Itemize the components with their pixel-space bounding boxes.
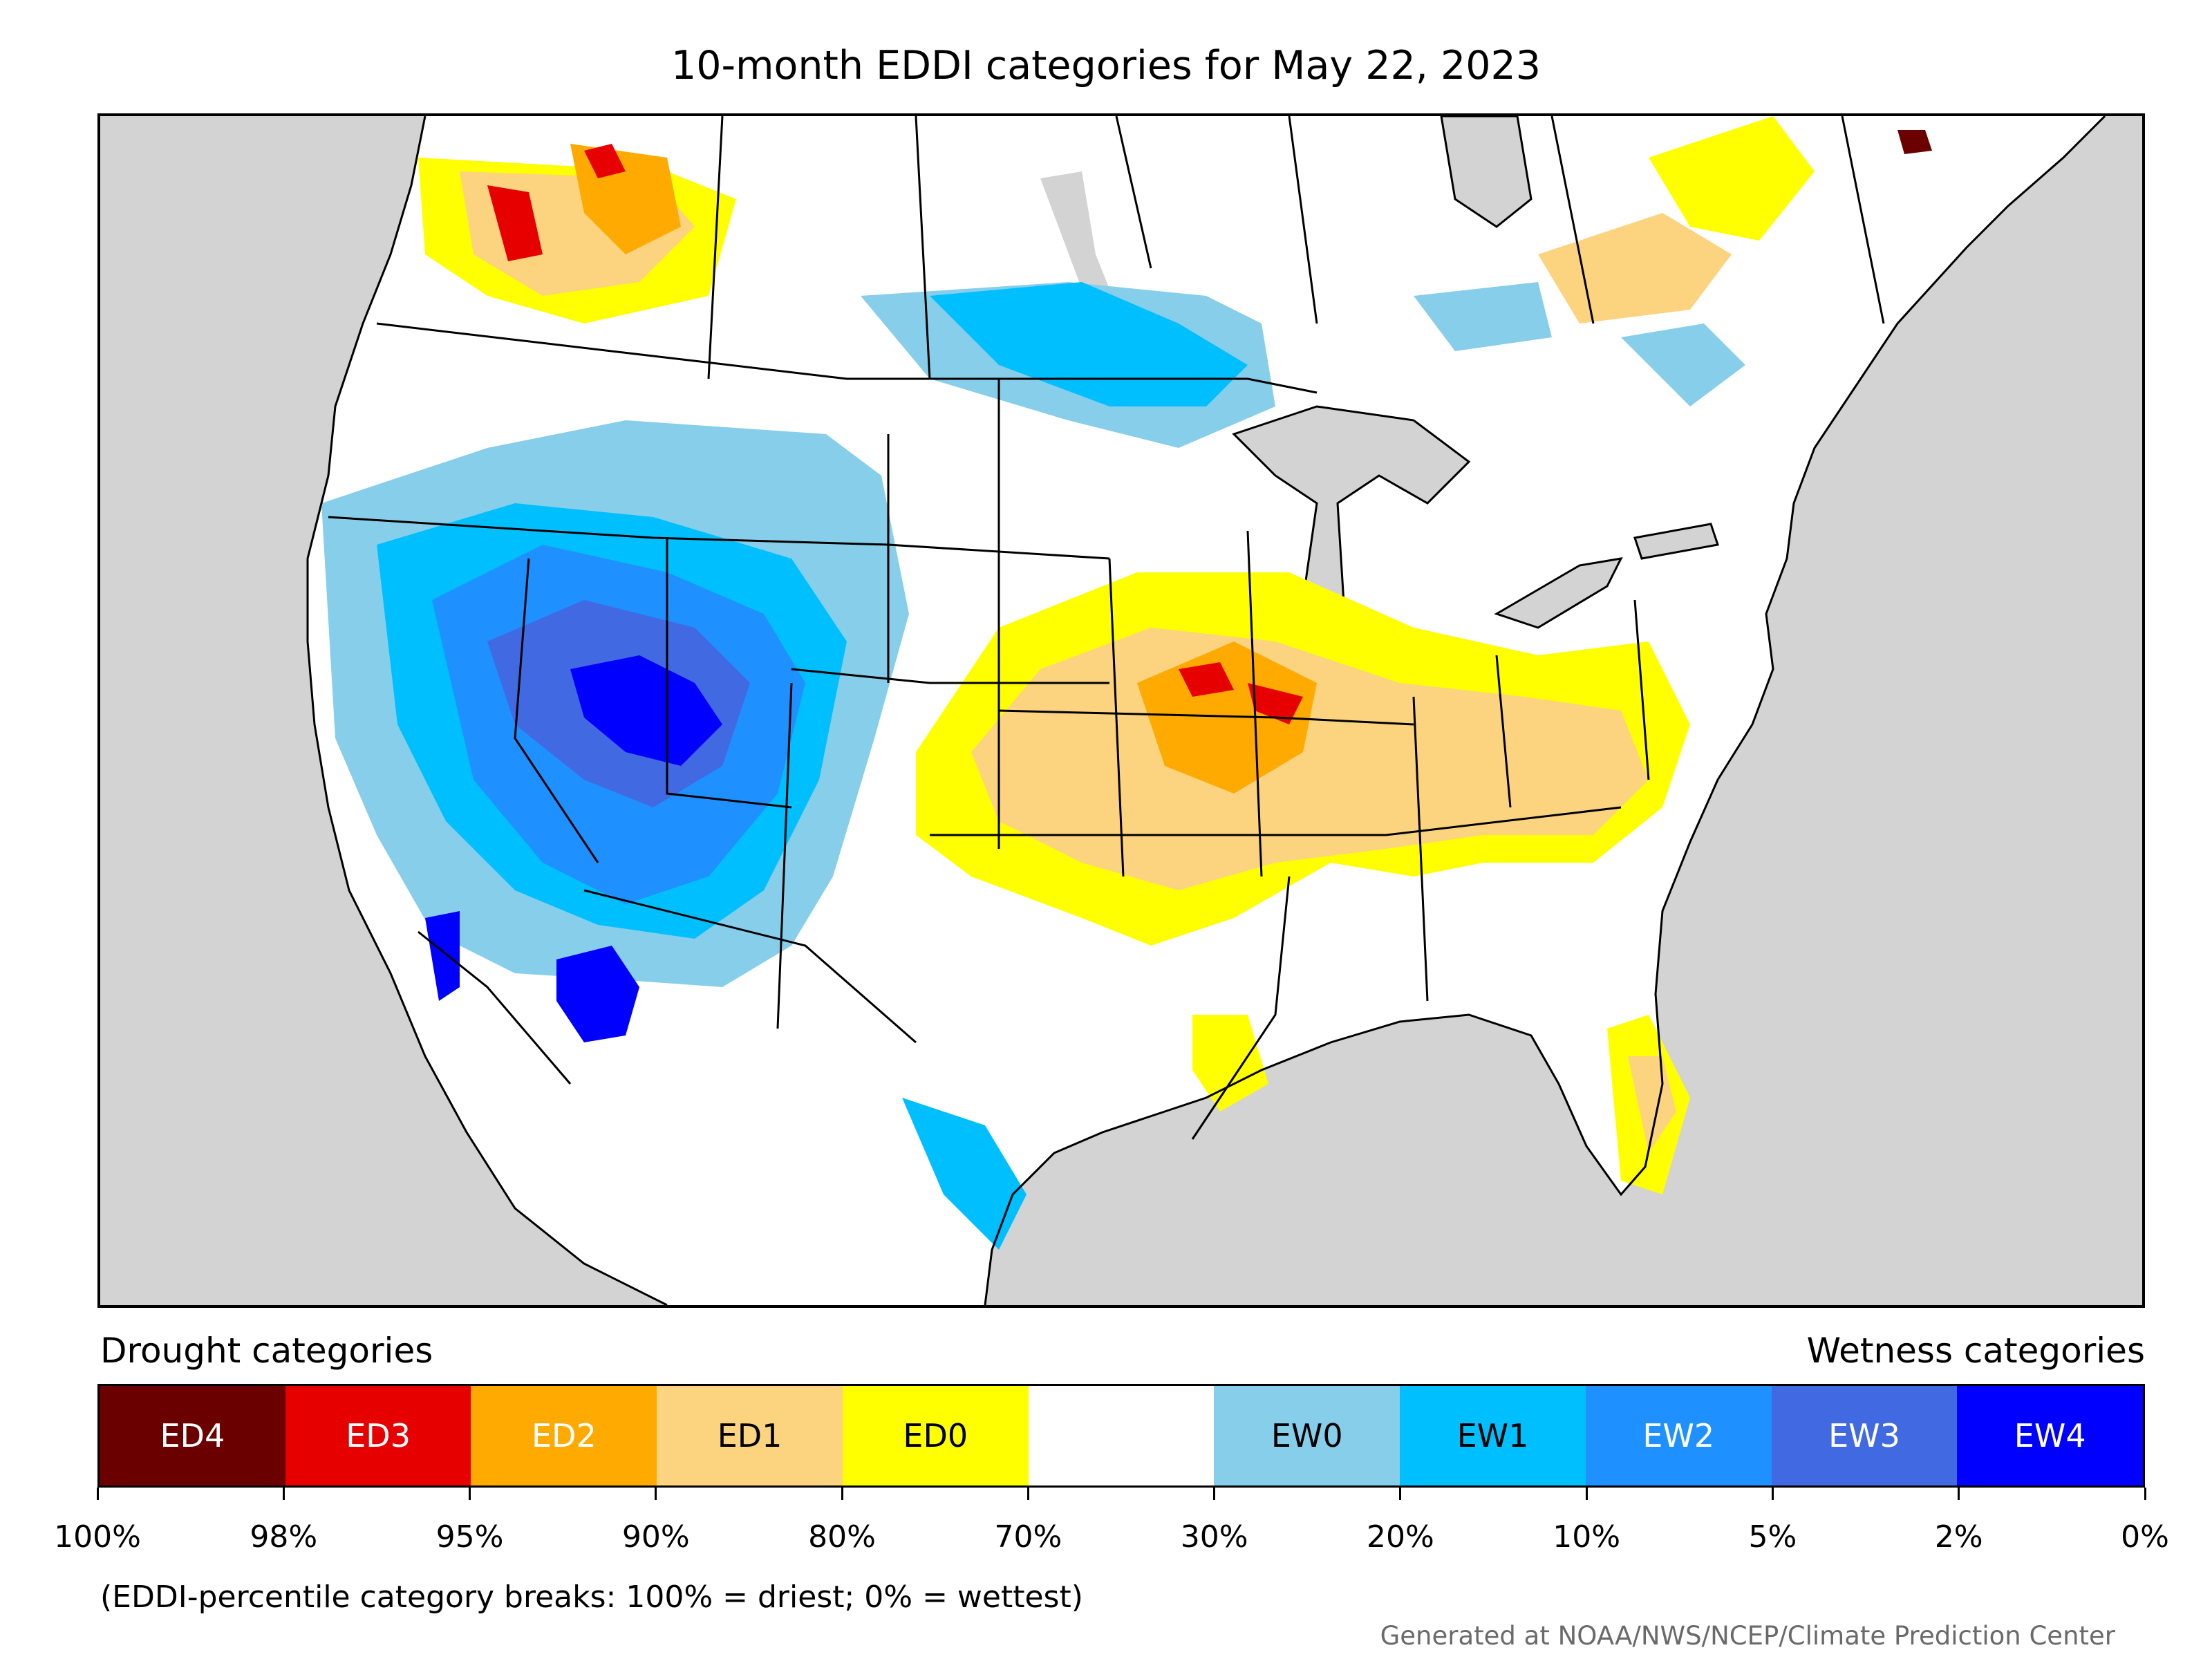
colorbar-tick-label: 100% bbox=[54, 1519, 141, 1555]
colorbar-segment: EW4 bbox=[1957, 1386, 2144, 1485]
map-canvas bbox=[306, 116, 2106, 1305]
category-note: (EDDI-percentile category breaks: 100% =… bbox=[100, 1580, 1083, 1615]
colorbar-tick bbox=[469, 1488, 471, 1500]
map-title: 10-month EDDI categories for May 22, 202… bbox=[671, 43, 1541, 88]
colorbar-tick bbox=[1399, 1488, 1402, 1500]
colorbar-tick bbox=[1958, 1488, 1960, 1500]
colorbar-segment: EW1 bbox=[1400, 1386, 1586, 1485]
colorbar-segment: EW0 bbox=[1214, 1386, 1400, 1485]
colorbar-tick bbox=[1771, 1488, 1774, 1500]
colorbar-segment: EW2 bbox=[1585, 1386, 1772, 1485]
state-borders bbox=[328, 116, 1885, 1140]
colorbar-tick bbox=[1213, 1488, 1216, 1500]
colorbar-tick-label: 90% bbox=[621, 1519, 690, 1555]
wetness-areas bbox=[321, 282, 1745, 1250]
colorbar-tick-label: 95% bbox=[435, 1519, 504, 1555]
colorbar-tick bbox=[1585, 1488, 1588, 1500]
colorbar-tick-label: 98% bbox=[250, 1519, 318, 1555]
eddi-map bbox=[97, 113, 2145, 1308]
great-lakes bbox=[1232, 405, 1471, 644]
colorbar-tick-label: 5% bbox=[1748, 1519, 1797, 1555]
drought-categories-heading: Drought categories bbox=[100, 1331, 433, 1371]
colorbar-segment bbox=[1028, 1386, 1215, 1485]
category-colorbar: ED4 ED3 ED2 ED1 ED0 EW0 EW1 EW2 EW3 EW4 bbox=[97, 1384, 2145, 1488]
credit-line: Generated at NOAA/NWS/NCEP/Climate Predi… bbox=[1380, 1621, 2115, 1651]
colorbar-segment: EW3 bbox=[1771, 1386, 1958, 1485]
colorbar-tick-label: 70% bbox=[994, 1519, 1062, 1555]
colorbar-tick-label: 0% bbox=[2121, 1519, 2169, 1555]
colorbar-tick bbox=[96, 1488, 99, 1500]
colorbar-tick bbox=[655, 1488, 657, 1500]
colorbar-tick-label: 20% bbox=[1367, 1519, 1434, 1555]
colorbar-segment: ED0 bbox=[842, 1386, 1029, 1485]
colorbar-segment: ED3 bbox=[285, 1386, 471, 1485]
colorbar-tick-label: 80% bbox=[808, 1519, 876, 1555]
colorbar-segment: ED1 bbox=[657, 1386, 843, 1485]
wetness-categories-heading: Wetness categories bbox=[1806, 1331, 2145, 1371]
colorbar-tick bbox=[841, 1488, 843, 1500]
colorbar-segment: ED4 bbox=[100, 1386, 285, 1485]
hudson-bay-edge bbox=[1440, 116, 1533, 228]
lake-erie-ontario bbox=[1494, 523, 1719, 629]
colorbar-tick-label: 10% bbox=[1553, 1519, 1621, 1555]
coastline bbox=[306, 116, 2106, 1305]
colorbar-tick bbox=[1027, 1488, 1029, 1500]
colorbar-ticks bbox=[96, 1488, 2146, 1501]
colorbar-segment: ED2 bbox=[471, 1386, 657, 1485]
colorbar-tick bbox=[282, 1488, 285, 1500]
colorbar-tick-label: 2% bbox=[1934, 1519, 1983, 1555]
colorbar-tick-label: 30% bbox=[1180, 1519, 1248, 1555]
colorbar-tick bbox=[2144, 1488, 2146, 1500]
